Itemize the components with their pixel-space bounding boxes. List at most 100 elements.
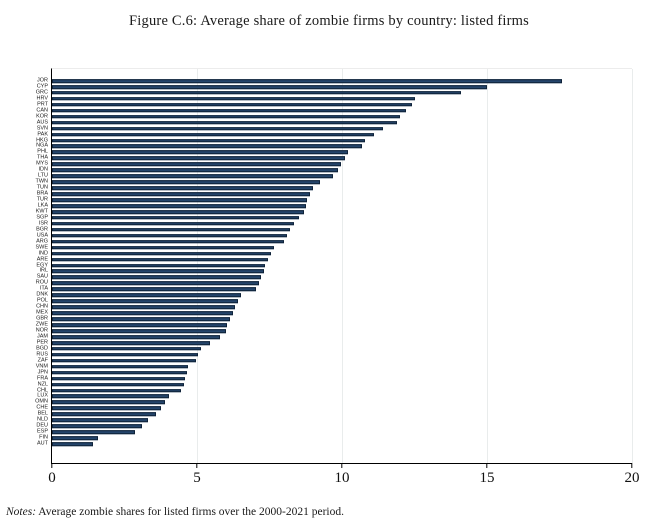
bar-row: ROU [36,280,632,286]
bar-row: CHL [37,387,632,394]
bar-row: IND [39,250,632,257]
bar [52,156,345,161]
x-axis-tick-label: 5 [193,470,201,486]
bar [52,323,228,327]
bar [52,293,241,298]
y-axis-label: HRV [36,95,48,102]
bar-row: JAM [37,334,632,340]
y-axis-label: NOR [35,327,48,334]
y-axis-label: JAM [37,333,48,340]
bar-row: AUS [37,119,632,126]
chart-title: Figure C.6: Average share of zombie firm… [129,13,529,29]
bar [52,317,231,321]
bar-row: NGA [36,143,632,149]
bar [52,91,461,95]
bar [52,144,363,149]
y-axis-label: IDN [38,166,48,173]
y-axis-label: KWT [35,208,48,215]
bar-row: USA [37,232,632,239]
y-axis-label: AUS [36,118,48,125]
y-axis-label: TWN [35,178,48,185]
bar [52,412,157,417]
bar-row: ZAF [38,357,632,364]
y-axis-label: VNM [35,362,48,369]
x-axis-tick [631,463,633,468]
y-axis-label: NLD [36,416,48,423]
y-axis-label: AUT [37,440,48,447]
bar [52,406,161,411]
bar-row: TUN [37,185,632,191]
bar [52,126,383,131]
bar [52,400,166,405]
y-axis-label: PRT [37,101,48,108]
y-axis-label: CHL [36,386,48,393]
bar-row: BEL [38,411,632,417]
y-axis-label: BGD [36,345,48,352]
x-axis-tick [486,463,488,468]
bar-row: MYS [36,161,632,167]
bar-row: JOR [37,78,632,84]
y-axis-label: MEX [36,309,48,316]
bar [52,305,235,309]
bar [52,281,260,286]
bar [52,251,271,256]
y-axis-label: ARE [36,255,48,262]
y-axis-label: CYP [36,83,48,90]
bar [52,120,398,125]
bar [52,347,202,351]
bar-row: NLD [37,417,632,423]
bar-row: EGY [36,262,632,269]
bar-row: SAU [37,274,632,280]
bar-row: KOR [36,113,632,120]
figure-notes: Notes: Average zombie shares for listed … [6,506,344,518]
y-axis-label: ISR [38,220,48,227]
bar-row: TUR [37,197,632,203]
bar [52,341,211,345]
bar-row: SVN [37,125,632,132]
bar [52,424,142,429]
y-axis-label: SVN [36,124,48,131]
y-axis-label: ITA [39,285,48,292]
bar-row: IDN [39,167,632,173]
y-axis-label: ARG [36,237,48,244]
y-axis-label: BGR [36,226,48,233]
bar [52,418,148,423]
bar [52,269,264,274]
bar-row: NOR [36,328,632,334]
bar [52,245,274,250]
bar [52,162,341,167]
y-axis-label: RUS [36,351,48,358]
bar-row: NZL [38,381,632,388]
bar [52,364,189,369]
y-axis-label: NGA [36,142,48,149]
bar [52,192,311,196]
y-axis-label: DNK [36,291,48,298]
bar-row: AUT [37,441,632,447]
bar-row: JPN [38,369,632,376]
bar [52,180,321,184]
bar-row: ZWE [36,322,632,328]
bar-row: POL [37,298,632,304]
bar [52,442,93,446]
bar [52,299,238,304]
bar [52,394,170,399]
bar [52,222,295,226]
notes-label: Notes: [6,506,37,518]
bar-row: ITA [40,286,632,292]
bar [52,150,348,155]
y-axis-label: JOR [37,77,48,84]
bar [52,239,284,244]
bar-row: HRV [36,96,632,102]
y-axis-label: POL [36,297,48,304]
y-axis-label: JPN [37,368,48,375]
bar-row: RUS [36,352,632,358]
bar-row: FRA [37,375,632,382]
bar [52,335,221,339]
bar-row: SGP [36,215,632,221]
bar [52,216,299,220]
bar [52,370,187,375]
bar-row: LUX [37,393,632,400]
bar [52,287,257,292]
bar-row: PER [37,340,632,346]
bar-row: BRA [37,191,632,197]
